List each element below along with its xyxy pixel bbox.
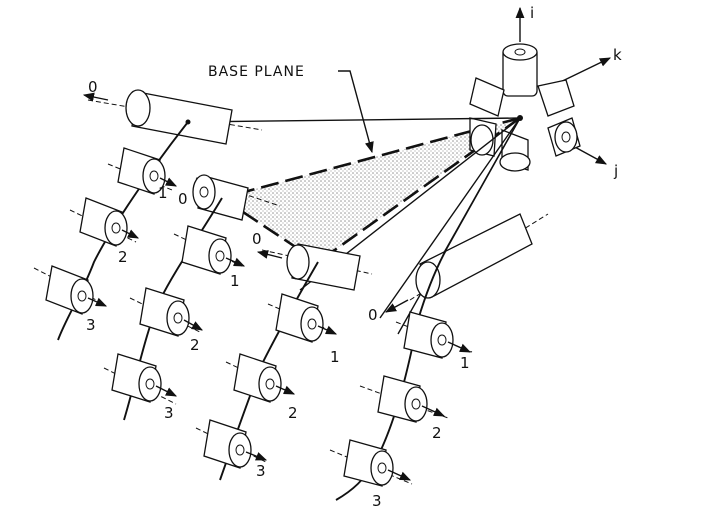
axis-k-label: k [613, 46, 622, 64]
chain-c-label-2: 2 [288, 404, 298, 422]
chain-c: 0 1 2 3 [195, 230, 373, 481]
chain-d-label-0: 0 [368, 306, 378, 324]
chain-d-label-3: 3 [372, 492, 382, 510]
chain-a-label-1: 1 [158, 184, 168, 202]
chain-c-label-3: 3 [256, 462, 266, 480]
chain-d: 0 1 2 3 [329, 213, 549, 510]
chain-d-label-1: 1 [460, 354, 470, 372]
chain-b-label-1: 1 [230, 272, 240, 290]
axis-i-label: i [530, 4, 534, 22]
chain-c-label-1: 1 [330, 348, 340, 366]
base-plane-label: BASE PLANE [208, 64, 374, 154]
chain-a-label-3: 3 [86, 316, 96, 334]
chain-b: 0 1 2 3 [103, 174, 281, 422]
base-plane-text: BASE PLANE [208, 64, 305, 80]
chain-a-label-0: 0 [88, 78, 98, 96]
chain-c-label-0: 0 [252, 230, 262, 248]
hub-joint: i k j [469, 4, 622, 180]
chain-d-label-2: 2 [432, 424, 442, 442]
chain-a-label-2: 2 [118, 248, 128, 266]
chain-a: 0 1 2 3 [33, 78, 263, 341]
chain-b-label-0: 0 [178, 190, 188, 208]
chain-b-label-2: 2 [190, 336, 200, 354]
chain-b-label-3: 3 [164, 404, 174, 422]
axis-j-label: j [613, 162, 618, 180]
